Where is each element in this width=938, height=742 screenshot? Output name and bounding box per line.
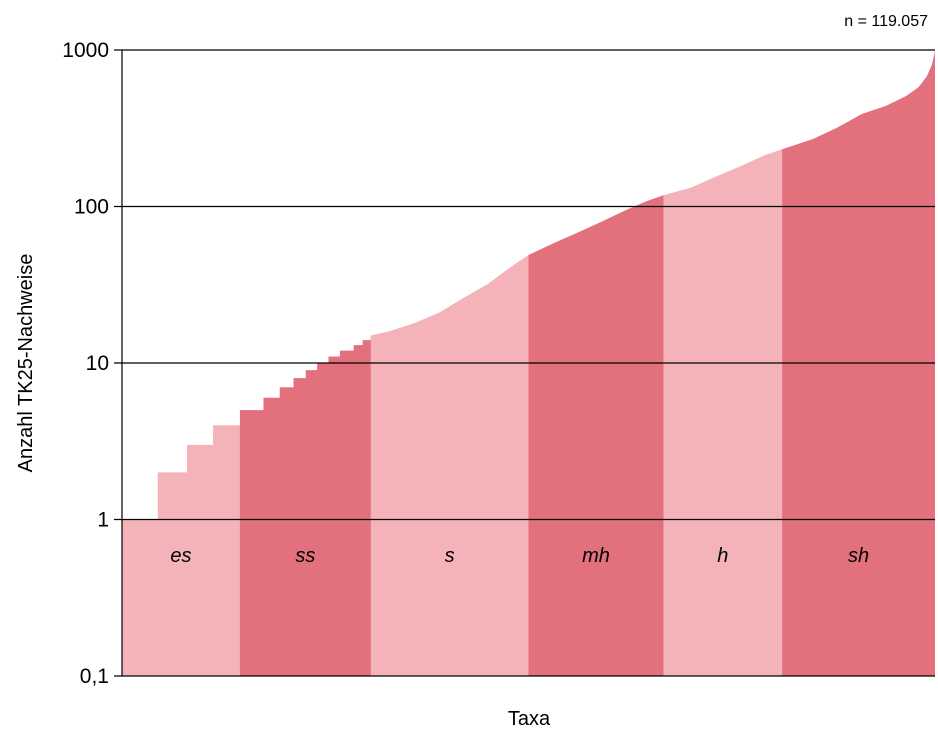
- y-tick-label: 1: [97, 509, 109, 532]
- band-label-h: h: [717, 545, 728, 567]
- y-tick-label: 1000: [62, 39, 109, 62]
- band-sh: [782, 51, 935, 676]
- band-label-mh: mh: [582, 545, 610, 567]
- y-ticks-layer: 0,1 1 10 100 1000: [62, 39, 109, 688]
- y-tick-label: 10: [86, 352, 109, 375]
- sample-size-annotation: n = 119.057: [844, 13, 928, 30]
- band-label-s: s: [445, 545, 455, 567]
- x-axis-title: Taxa: [508, 708, 551, 730]
- band-label-ss: ss: [295, 545, 315, 567]
- grid-layer: [114, 49, 935, 677]
- y-tick-label: 0,1: [80, 665, 109, 688]
- band-labels-layer: es ss s mh h sh: [170, 545, 869, 567]
- y-axis-title: Anzahl TK25-Nachweise: [15, 254, 37, 473]
- band-label-es: es: [170, 545, 191, 567]
- band-label-sh: sh: [848, 545, 869, 567]
- y-tick-label: 100: [74, 196, 109, 219]
